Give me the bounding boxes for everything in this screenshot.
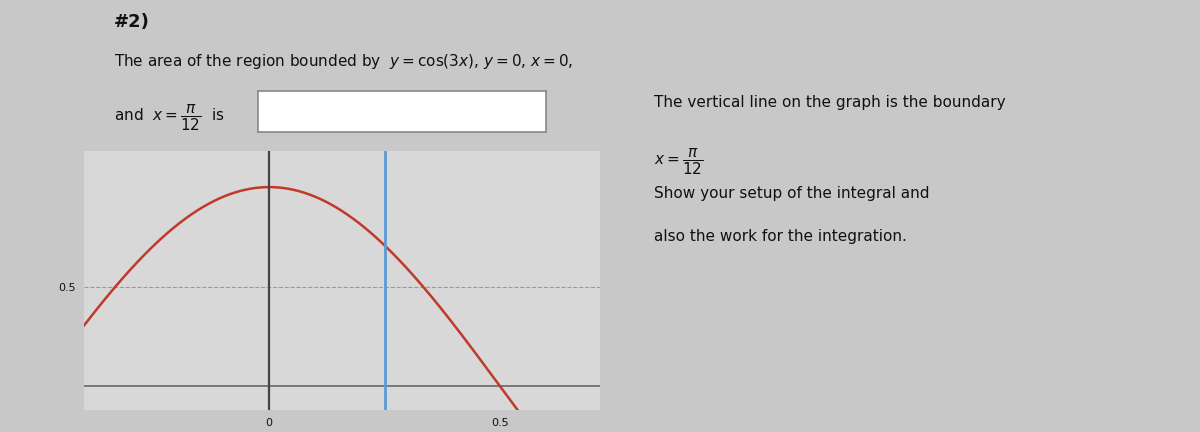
Text: #2): #2) bbox=[114, 13, 150, 31]
Text: $x = \dfrac{\pi}{12}$: $x = \dfrac{\pi}{12}$ bbox=[654, 147, 703, 177]
Text: The area of the region bounded by  $y = \cos(3x)$, $y = 0$, $x = 0$,: The area of the region bounded by $y = \… bbox=[114, 52, 574, 71]
Text: Show your setup of the integral and: Show your setup of the integral and bbox=[654, 186, 930, 201]
Text: and  $x = \dfrac{\pi}{12}$  is: and $x = \dfrac{\pi}{12}$ is bbox=[114, 104, 224, 133]
Text: also the work for the integration.: also the work for the integration. bbox=[654, 229, 907, 244]
Text: The vertical line on the graph is the boundary: The vertical line on the graph is the bo… bbox=[654, 95, 1006, 110]
